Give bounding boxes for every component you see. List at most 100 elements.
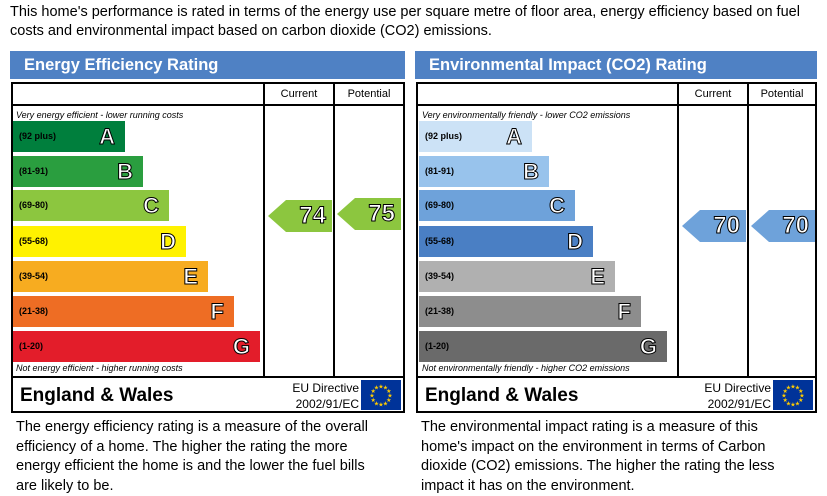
directive-line1: EU Directive — [292, 381, 359, 395]
band-e: (39-54) E — [13, 261, 208, 292]
potential-rating-value: 75 — [368, 200, 396, 228]
current-rating-value: 70 — [713, 212, 741, 240]
eu-flag-icon: ★ ★ ★ ★ ★ ★ ★ ★ ★ ★ ★ ★ — [361, 380, 401, 410]
band-a: (92 plus) A — [419, 121, 532, 152]
svg-text:★: ★ — [374, 385, 379, 392]
divider — [416, 104, 817, 106]
panel-description: The energy efficiency rating is a measur… — [16, 419, 368, 494]
divider — [416, 376, 817, 378]
column-header-current: Current — [280, 88, 318, 100]
band-range: (21-38) — [19, 306, 49, 316]
band-f: (21-38) F — [419, 296, 641, 327]
band-letter: F — [617, 299, 631, 325]
band-range: (55-68) — [425, 236, 455, 246]
band-d: (55-68) D — [13, 226, 186, 257]
column-header-potential: Potential — [347, 88, 391, 100]
divider — [11, 104, 405, 106]
current-rating-value: 74 — [299, 202, 327, 230]
divider — [11, 376, 405, 378]
band-c: (69-80) C — [13, 190, 169, 221]
svg-text:★: ★ — [795, 400, 800, 407]
eu-flag-icon: ★ ★ ★ ★ ★ ★ ★ ★ ★ ★ ★ ★ — [773, 380, 813, 410]
band-range: (55-68) — [19, 236, 49, 246]
directive-line1: EU Directive — [704, 381, 771, 395]
svg-text:★: ★ — [783, 388, 788, 395]
divider — [677, 82, 679, 378]
band-letter: D — [160, 229, 177, 255]
band-letter: G — [232, 334, 250, 360]
svg-text:★: ★ — [386, 397, 391, 404]
svg-text:★: ★ — [369, 393, 374, 400]
divider — [333, 82, 335, 378]
band-e: (39-54) E — [419, 261, 615, 292]
region-label: England & Wales — [20, 385, 174, 406]
directive-line2: 2002/91/EC — [295, 397, 359, 411]
column-header-potential: Potential — [760, 88, 804, 100]
svg-text:★: ★ — [378, 402, 383, 409]
svg-text:★: ★ — [387, 393, 392, 400]
band-letter: A — [99, 124, 116, 150]
band-g: (1-20) G — [13, 331, 260, 362]
svg-text:★: ★ — [798, 397, 803, 404]
band-range: (1-20) — [19, 341, 44, 351]
band-letter: C — [143, 193, 160, 219]
band-letter: B — [523, 159, 540, 185]
column-header-current: Current — [694, 88, 732, 100]
band-letter: G — [639, 334, 657, 360]
svg-text:★: ★ — [786, 385, 791, 392]
svg-text:★: ★ — [783, 397, 788, 404]
top-note: Very environmentally friendly - lower CO… — [422, 110, 631, 120]
divider — [747, 82, 749, 378]
svg-text:★: ★ — [799, 393, 804, 400]
band-a: (92 plus) A — [13, 121, 125, 152]
band-letter: E — [183, 264, 199, 290]
potential-rating-arrow: 70 — [751, 210, 815, 242]
svg-text:★: ★ — [386, 388, 391, 395]
svg-text:★: ★ — [795, 385, 800, 392]
svg-text:★: ★ — [383, 400, 388, 407]
band-range: (81-91) — [19, 166, 49, 176]
svg-text:★: ★ — [790, 402, 795, 409]
band-letter: D — [567, 229, 584, 255]
band-range: (81-91) — [425, 166, 455, 176]
band-letter: B — [117, 159, 134, 185]
band-range: (21-38) — [425, 306, 455, 316]
region-label: England & Wales — [425, 385, 579, 406]
divider — [263, 82, 265, 378]
band-b: (81-91) B — [419, 156, 549, 187]
band-range: (69-80) — [19, 200, 49, 210]
potential-rating-value: 70 — [782, 212, 810, 240]
top-note: Very energy efficient - lower running co… — [16, 110, 184, 120]
band-f: (21-38) F — [13, 296, 234, 327]
band-g: (1-20) G — [419, 331, 667, 362]
band-range: (39-54) — [19, 271, 49, 281]
svg-text:★: ★ — [371, 388, 376, 395]
band-b: (81-91) B — [13, 156, 143, 187]
directive-line2: 2002/91/EC — [707, 397, 771, 411]
svg-text:★: ★ — [781, 393, 786, 400]
svg-text:★: ★ — [790, 384, 795, 391]
svg-text:★: ★ — [378, 384, 383, 391]
band-d: (55-68) D — [419, 226, 593, 257]
band-range: (1-20) — [425, 341, 450, 351]
svg-text:★: ★ — [371, 397, 376, 404]
band-letter: A — [506, 124, 523, 150]
bottom-note: Not energy efficient - higher running co… — [16, 363, 183, 373]
band-range: (92 plus) — [19, 131, 57, 141]
panel-description: The environmental impact rating is a mea… — [421, 419, 775, 494]
band-range: (39-54) — [425, 271, 455, 281]
svg-text:★: ★ — [374, 400, 379, 407]
panel-title: Environmental Impact (CO2) Rating — [415, 51, 817, 79]
svg-text:★: ★ — [383, 385, 388, 392]
band-letter: E — [590, 264, 606, 290]
svg-text:★: ★ — [786, 400, 791, 407]
band-range: (92 plus) — [425, 131, 463, 141]
band-letter: C — [549, 193, 566, 219]
svg-text:★: ★ — [798, 388, 803, 395]
intro-text: This home's performance is rated in term… — [10, 4, 800, 39]
band-c: (69-80) C — [419, 190, 575, 221]
bottom-note: Not environmentally friendly - higher CO… — [422, 363, 630, 373]
band-letter: F — [210, 299, 224, 325]
band-range: (69-80) — [425, 200, 455, 210]
panel-title: Energy Efficiency Rating — [10, 51, 405, 79]
